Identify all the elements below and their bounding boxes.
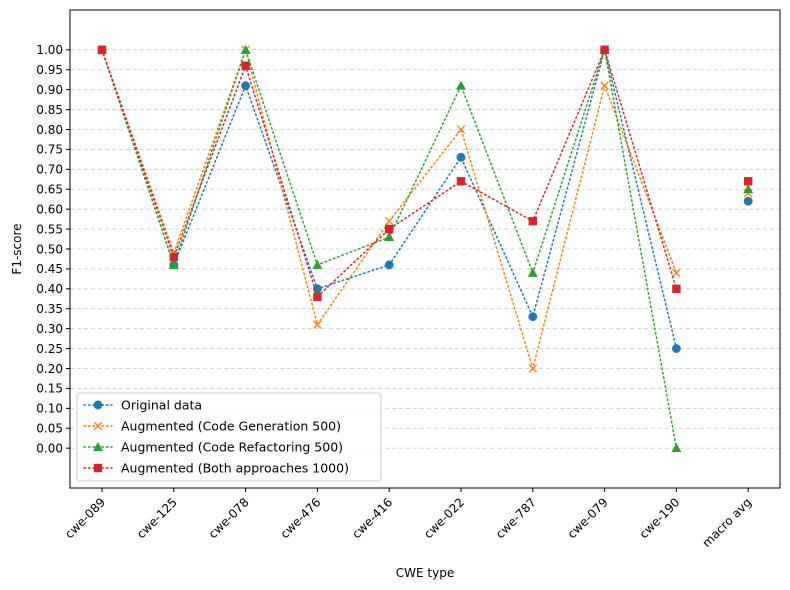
- data-point: [456, 152, 466, 162]
- data-point: [313, 320, 322, 329]
- legend-marker: [93, 463, 103, 473]
- x-tick-label: cwe-022: [421, 495, 467, 541]
- data-point: [671, 344, 681, 354]
- legend-item: Original data: [83, 398, 202, 413]
- data-point: [672, 268, 681, 278]
- data-point: [384, 260, 394, 270]
- data-point: [384, 216, 394, 226]
- y-axis: 0.00 0.05 0.10 0.15 0.20 0.25 0.30 0.35 0.40 0.45…: [36, 43, 70, 455]
- data-point: [743, 184, 754, 194]
- data-point: [240, 44, 251, 54]
- legend-marker: [93, 442, 103, 451]
- y-tick-label: 0.95: [36, 63, 63, 77]
- x-tick-label: cwe-089: [62, 495, 108, 541]
- data-point: [384, 232, 395, 242]
- legend-marker: [93, 421, 103, 431]
- data-point: [528, 312, 538, 322]
- y-tick-label: 0.35: [36, 302, 63, 316]
- data-point: [385, 224, 394, 234]
- data-point: [600, 45, 609, 55]
- legend-label: Augmented (Code Generation 500): [121, 419, 341, 434]
- data-point: [528, 364, 538, 373]
- data-point: [600, 81, 609, 90]
- data-point: [456, 177, 466, 186]
- series-line: [101, 47, 678, 299]
- legend-item: Augmented (Code Refactoring 500): [83, 440, 343, 455]
- legend: Original data Augmented (Code Generation …: [76, 392, 382, 482]
- data-point: [312, 259, 323, 269]
- data-point: [744, 177, 753, 186]
- y-tick-label: 0.65: [36, 183, 63, 197]
- x-tick-label: cwe-079: [565, 495, 611, 541]
- data-point: [528, 216, 537, 226]
- x-tick-label: cwe-416: [349, 495, 395, 541]
- data-point: [671, 443, 682, 453]
- y-tick-label: 0.85: [36, 103, 63, 117]
- legend-label: Original data: [121, 398, 202, 413]
- y-tick-label: 0.10: [36, 402, 63, 416]
- legend-item: Augmented (Both approaches 1000): [83, 461, 349, 476]
- data-point: [241, 61, 250, 70]
- x-tick-label: cwe-125: [134, 495, 180, 541]
- data-point: [456, 80, 466, 90]
- legend-marker: [93, 400, 103, 410]
- y-tick-label: 0.30: [36, 322, 63, 336]
- data-point: [313, 292, 322, 301]
- series-4: [97, 45, 753, 301]
- x-axis-title: CWE type: [396, 566, 454, 580]
- x-tick-label: macro avg: [699, 495, 754, 550]
- x-tick-label: cwe-078: [206, 495, 252, 541]
- data-point: [97, 45, 107, 55]
- y-tick-label: 0.50: [36, 242, 63, 256]
- x-tick-label: cwe-190: [637, 495, 683, 541]
- data-point: [168, 259, 179, 269]
- legend-label: Augmented (Code Refactoring 500): [121, 440, 343, 455]
- x-tick-label: cwe-476: [278, 495, 324, 541]
- data-point: [169, 252, 178, 262]
- y-tick-label: 0.80: [36, 123, 63, 137]
- y-tick-label: 0.25: [36, 342, 63, 356]
- legend-item: Augmented (Code Generation 500): [83, 419, 341, 434]
- y-tick-label: 0.75: [36, 143, 63, 157]
- y-tick-label: 0.55: [36, 222, 63, 236]
- data-point: [743, 196, 753, 206]
- y-tick-label: 0.40: [36, 282, 63, 296]
- x-axis: cwe-089 cwe-125 cwe-078 cwe-476 cwe-416 cwe-0…: [62, 488, 754, 550]
- series-layer: [97, 44, 754, 453]
- legend-box: [76, 392, 382, 482]
- data-point: [527, 267, 538, 277]
- data-point: [672, 284, 681, 294]
- x-tick-label: cwe-787: [493, 495, 539, 541]
- y-tick-label: 0.45: [36, 262, 63, 276]
- y-tick-label: 0.00: [36, 441, 63, 455]
- y-tick-label: 0.60: [36, 202, 63, 216]
- y-tick-label: 0.05: [36, 422, 63, 436]
- y-tick-label: 0.15: [36, 382, 63, 396]
- y-axis-title: F1-score: [10, 223, 24, 274]
- data-point: [241, 81, 251, 91]
- data-point: [456, 125, 466, 134]
- y-tick-label: 0.70: [36, 163, 63, 177]
- y-tick-label: 1.00: [36, 43, 63, 57]
- y-tick-label: 0.90: [36, 83, 63, 97]
- y-tick-label: 0.20: [36, 362, 63, 376]
- legend-label: Augmented (Both approaches 1000): [121, 461, 349, 476]
